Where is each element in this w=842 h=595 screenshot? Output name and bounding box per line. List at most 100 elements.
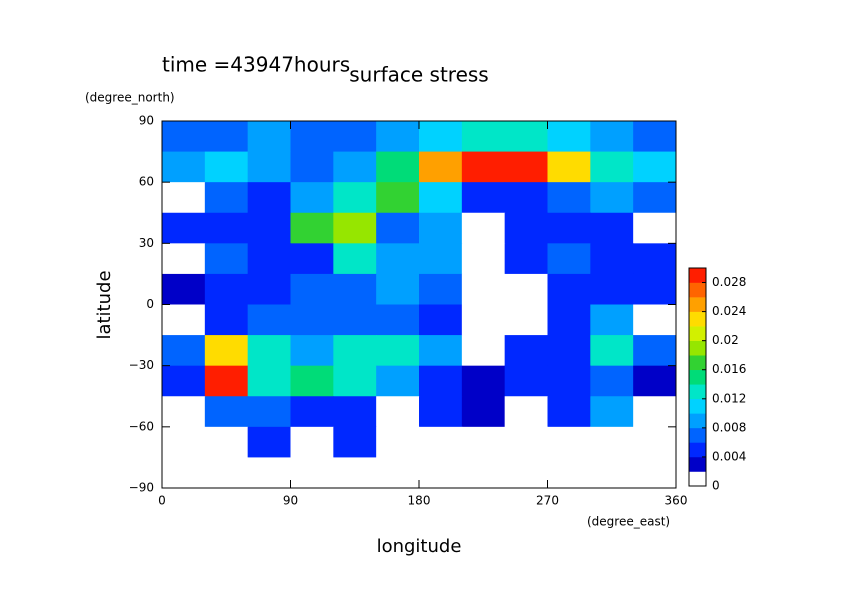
y-tick-label: 30 bbox=[139, 236, 154, 250]
x-axis-label: longitude bbox=[377, 536, 462, 557]
cell bbox=[333, 304, 377, 336]
cell bbox=[247, 151, 291, 183]
colorbar-swatch bbox=[689, 282, 706, 298]
cell bbox=[162, 335, 206, 367]
cell bbox=[633, 304, 677, 336]
field bbox=[162, 121, 677, 489]
cell bbox=[376, 457, 420, 489]
cell bbox=[290, 457, 334, 489]
colorbar-swatch bbox=[689, 384, 706, 400]
cell bbox=[419, 365, 463, 397]
cell bbox=[547, 182, 591, 214]
cell bbox=[633, 243, 677, 275]
cell bbox=[204, 273, 249, 305]
cell bbox=[247, 396, 291, 428]
cell bbox=[333, 426, 377, 458]
colorbar-tick-label: 0.016 bbox=[712, 362, 746, 376]
cell bbox=[162, 273, 206, 305]
cell bbox=[162, 365, 206, 397]
cell bbox=[633, 457, 677, 489]
cell bbox=[633, 273, 677, 305]
cell bbox=[204, 426, 249, 458]
cell bbox=[504, 426, 548, 458]
x-tick-label: 90 bbox=[283, 494, 298, 508]
cell bbox=[419, 121, 463, 153]
cell bbox=[162, 304, 206, 336]
cell bbox=[290, 335, 334, 367]
x-tick-label: 360 bbox=[665, 494, 688, 508]
cell bbox=[461, 243, 506, 275]
cell bbox=[247, 426, 291, 458]
colorbar-swatch bbox=[689, 355, 706, 371]
x-tick-label: 180 bbox=[408, 494, 431, 508]
colorbar-tick-label: 0 bbox=[712, 479, 720, 493]
cell bbox=[419, 335, 463, 367]
colorbar-tick-label: 0.02 bbox=[712, 333, 739, 347]
cell bbox=[504, 457, 548, 489]
cell bbox=[590, 335, 634, 367]
cell bbox=[590, 121, 634, 153]
cell bbox=[333, 396, 377, 428]
cell bbox=[590, 243, 634, 275]
cell bbox=[247, 335, 291, 367]
cell bbox=[247, 121, 291, 153]
cell bbox=[590, 273, 634, 305]
colorbar-swatch bbox=[689, 326, 706, 341]
cell bbox=[204, 335, 249, 367]
cell bbox=[247, 304, 291, 336]
cell bbox=[376, 151, 420, 183]
cell bbox=[547, 396, 591, 428]
cell bbox=[290, 212, 334, 244]
cell bbox=[204, 121, 249, 153]
cell bbox=[633, 426, 677, 458]
cell bbox=[504, 365, 548, 397]
cell bbox=[590, 151, 634, 183]
cell bbox=[247, 212, 291, 244]
cell bbox=[590, 212, 634, 244]
cell bbox=[419, 457, 463, 489]
cell bbox=[290, 426, 334, 458]
cell bbox=[461, 182, 506, 214]
y-axis-label: latitude bbox=[94, 270, 115, 339]
cell bbox=[547, 243, 591, 275]
cell bbox=[376, 396, 420, 428]
colorbar-tick-label: 0.024 bbox=[712, 304, 746, 318]
cell bbox=[504, 273, 548, 305]
cell bbox=[547, 304, 591, 336]
cell bbox=[290, 396, 334, 428]
cell bbox=[419, 182, 463, 214]
cell bbox=[419, 304, 463, 336]
cell bbox=[419, 273, 463, 305]
cell bbox=[247, 365, 291, 397]
cell bbox=[461, 212, 506, 244]
cell bbox=[461, 457, 506, 489]
cell bbox=[290, 365, 334, 397]
y-tick-label: 0 bbox=[146, 297, 154, 311]
colorbar-swatch bbox=[689, 340, 706, 356]
chart-title: surface stress bbox=[349, 63, 488, 87]
cell bbox=[547, 426, 591, 458]
cell bbox=[547, 151, 591, 183]
cell bbox=[162, 426, 206, 458]
cell bbox=[162, 396, 206, 428]
colorbar-swatch bbox=[689, 413, 706, 429]
cell bbox=[504, 396, 548, 428]
cell bbox=[419, 426, 463, 458]
colorbar-swatch bbox=[689, 442, 706, 458]
cell bbox=[162, 212, 206, 244]
cell bbox=[461, 273, 506, 305]
cell bbox=[204, 396, 249, 428]
colorbar-tick-label: 0.028 bbox=[712, 275, 746, 289]
cell bbox=[504, 212, 548, 244]
cell bbox=[290, 151, 334, 183]
cell bbox=[419, 151, 463, 183]
y-tick-label: −60 bbox=[129, 419, 154, 433]
colorbar-swatch bbox=[689, 268, 706, 283]
cell bbox=[376, 304, 420, 336]
cell bbox=[162, 182, 206, 214]
colorbar-swatch bbox=[689, 427, 706, 443]
cell bbox=[333, 243, 377, 275]
cell bbox=[204, 212, 249, 244]
cell bbox=[633, 212, 677, 244]
